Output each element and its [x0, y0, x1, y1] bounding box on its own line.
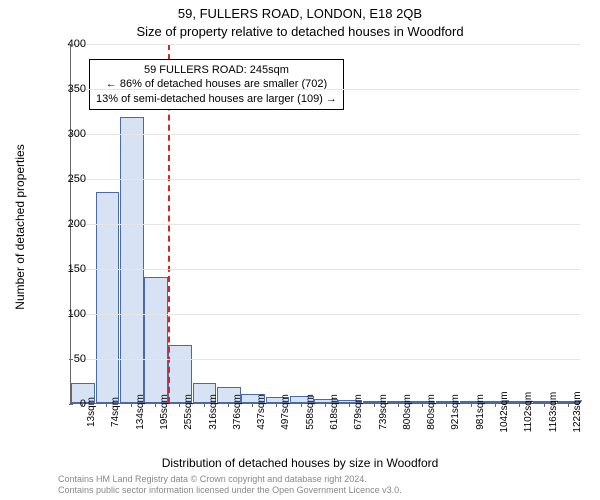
- x-tick-mark: [568, 403, 569, 407]
- x-tick-label: 316sqm: [208, 394, 219, 430]
- x-tick-label: 800sqm: [402, 394, 413, 430]
- y-tick-label: 100: [46, 308, 86, 320]
- x-tick-mark: [228, 403, 229, 407]
- gridline: [71, 134, 580, 135]
- y-tick-label: 300: [46, 128, 86, 140]
- x-tick-mark: [131, 403, 132, 407]
- x-tick-label: 437sqm: [256, 394, 267, 430]
- histogram-bar: [144, 277, 168, 403]
- x-tick-mark: [204, 403, 205, 407]
- x-tick-label: 134sqm: [135, 394, 146, 430]
- footer-line2: Contains public sector information licen…: [58, 485, 402, 496]
- y-tick-label: 250: [46, 173, 86, 185]
- y-tick-mark: [69, 359, 73, 360]
- x-tick-label: 195sqm: [159, 394, 170, 430]
- y-tick-label: 50: [46, 353, 86, 365]
- y-tick-label: 150: [46, 263, 86, 275]
- y-tick-label: 350: [46, 83, 86, 95]
- x-tick-mark: [301, 403, 302, 407]
- x-tick-mark: [155, 403, 156, 407]
- y-tick-mark: [69, 44, 73, 45]
- x-tick-label: 13sqm: [86, 397, 97, 427]
- x-tick-label: 860sqm: [426, 394, 437, 430]
- x-tick-label: 497sqm: [280, 394, 291, 430]
- histogram-bar: [120, 117, 144, 403]
- y-tick-mark: [69, 314, 73, 315]
- x-tick-label: 74sqm: [110, 397, 121, 427]
- x-tick-mark: [252, 403, 253, 407]
- chart-title-address: 59, FULLERS ROAD, LONDON, E18 2QB: [0, 6, 600, 21]
- y-tick-mark: [69, 404, 73, 405]
- y-tick-mark: [69, 224, 73, 225]
- x-tick-mark: [446, 403, 447, 407]
- x-tick-mark: [276, 403, 277, 407]
- annotation-line3: 13% of semi-detached houses are larger (…: [96, 92, 337, 106]
- x-tick-label: 618sqm: [329, 394, 340, 430]
- y-tick-mark: [69, 134, 73, 135]
- x-tick-mark: [544, 403, 545, 407]
- x-tick-label: 679sqm: [353, 394, 364, 430]
- gridline: [71, 359, 580, 360]
- y-axis-label-container: Number of detached properties: [0, 0, 20, 500]
- chart-container: { "chart": { "type": "histogram", "title…: [0, 0, 600, 500]
- x-tick-mark: [374, 403, 375, 407]
- x-tick-label: 558sqm: [305, 394, 316, 430]
- x-tick-label: 981sqm: [475, 394, 486, 430]
- plot-area: 59 FULLERS ROAD: 245sqm ← 86% of detache…: [70, 44, 580, 404]
- x-tick-mark: [495, 403, 496, 407]
- x-tick-mark: [519, 403, 520, 407]
- gridline: [71, 179, 580, 180]
- x-tick-label: 376sqm: [232, 394, 243, 430]
- chart-title-description: Size of property relative to detached ho…: [0, 24, 600, 39]
- annotation-box: 59 FULLERS ROAD: 245sqm ← 86% of detache…: [89, 59, 344, 110]
- gridline: [71, 44, 580, 45]
- annotation-line1: 59 FULLERS ROAD: 245sqm: [96, 63, 337, 77]
- y-tick-label: 400: [46, 38, 86, 50]
- x-tick-label: 1163sqm: [548, 392, 559, 432]
- y-tick-mark: [69, 179, 73, 180]
- footer-line1: Contains HM Land Registry data © Crown c…: [58, 474, 402, 485]
- x-tick-mark: [82, 403, 83, 407]
- x-tick-label: 1042sqm: [499, 391, 510, 432]
- x-tick-label: 921sqm: [450, 394, 461, 430]
- x-tick-mark: [422, 403, 423, 407]
- x-tick-mark: [471, 403, 472, 407]
- x-axis-label: Distribution of detached houses by size …: [0, 456, 600, 470]
- x-tick-mark: [106, 403, 107, 407]
- x-tick-mark: [398, 403, 399, 407]
- x-tick-mark: [349, 403, 350, 407]
- x-tick-mark: [179, 403, 180, 407]
- y-tick-label: 200: [46, 218, 86, 230]
- gridline: [71, 314, 580, 315]
- y-tick-mark: [69, 269, 73, 270]
- x-tick-label: 739sqm: [378, 394, 389, 430]
- y-tick-mark: [69, 89, 73, 90]
- x-tick-label: 1223sqm: [572, 391, 583, 432]
- y-tick-label: 0: [46, 398, 86, 410]
- footer-attribution: Contains HM Land Registry data © Crown c…: [58, 474, 402, 496]
- x-tick-label: 1102sqm: [523, 392, 534, 432]
- gridline: [71, 269, 580, 270]
- gridline: [71, 89, 580, 90]
- x-tick-label: 255sqm: [183, 394, 194, 430]
- x-tick-mark: [325, 403, 326, 407]
- gridline: [71, 224, 580, 225]
- y-axis-label: Number of detached properties: [13, 127, 27, 327]
